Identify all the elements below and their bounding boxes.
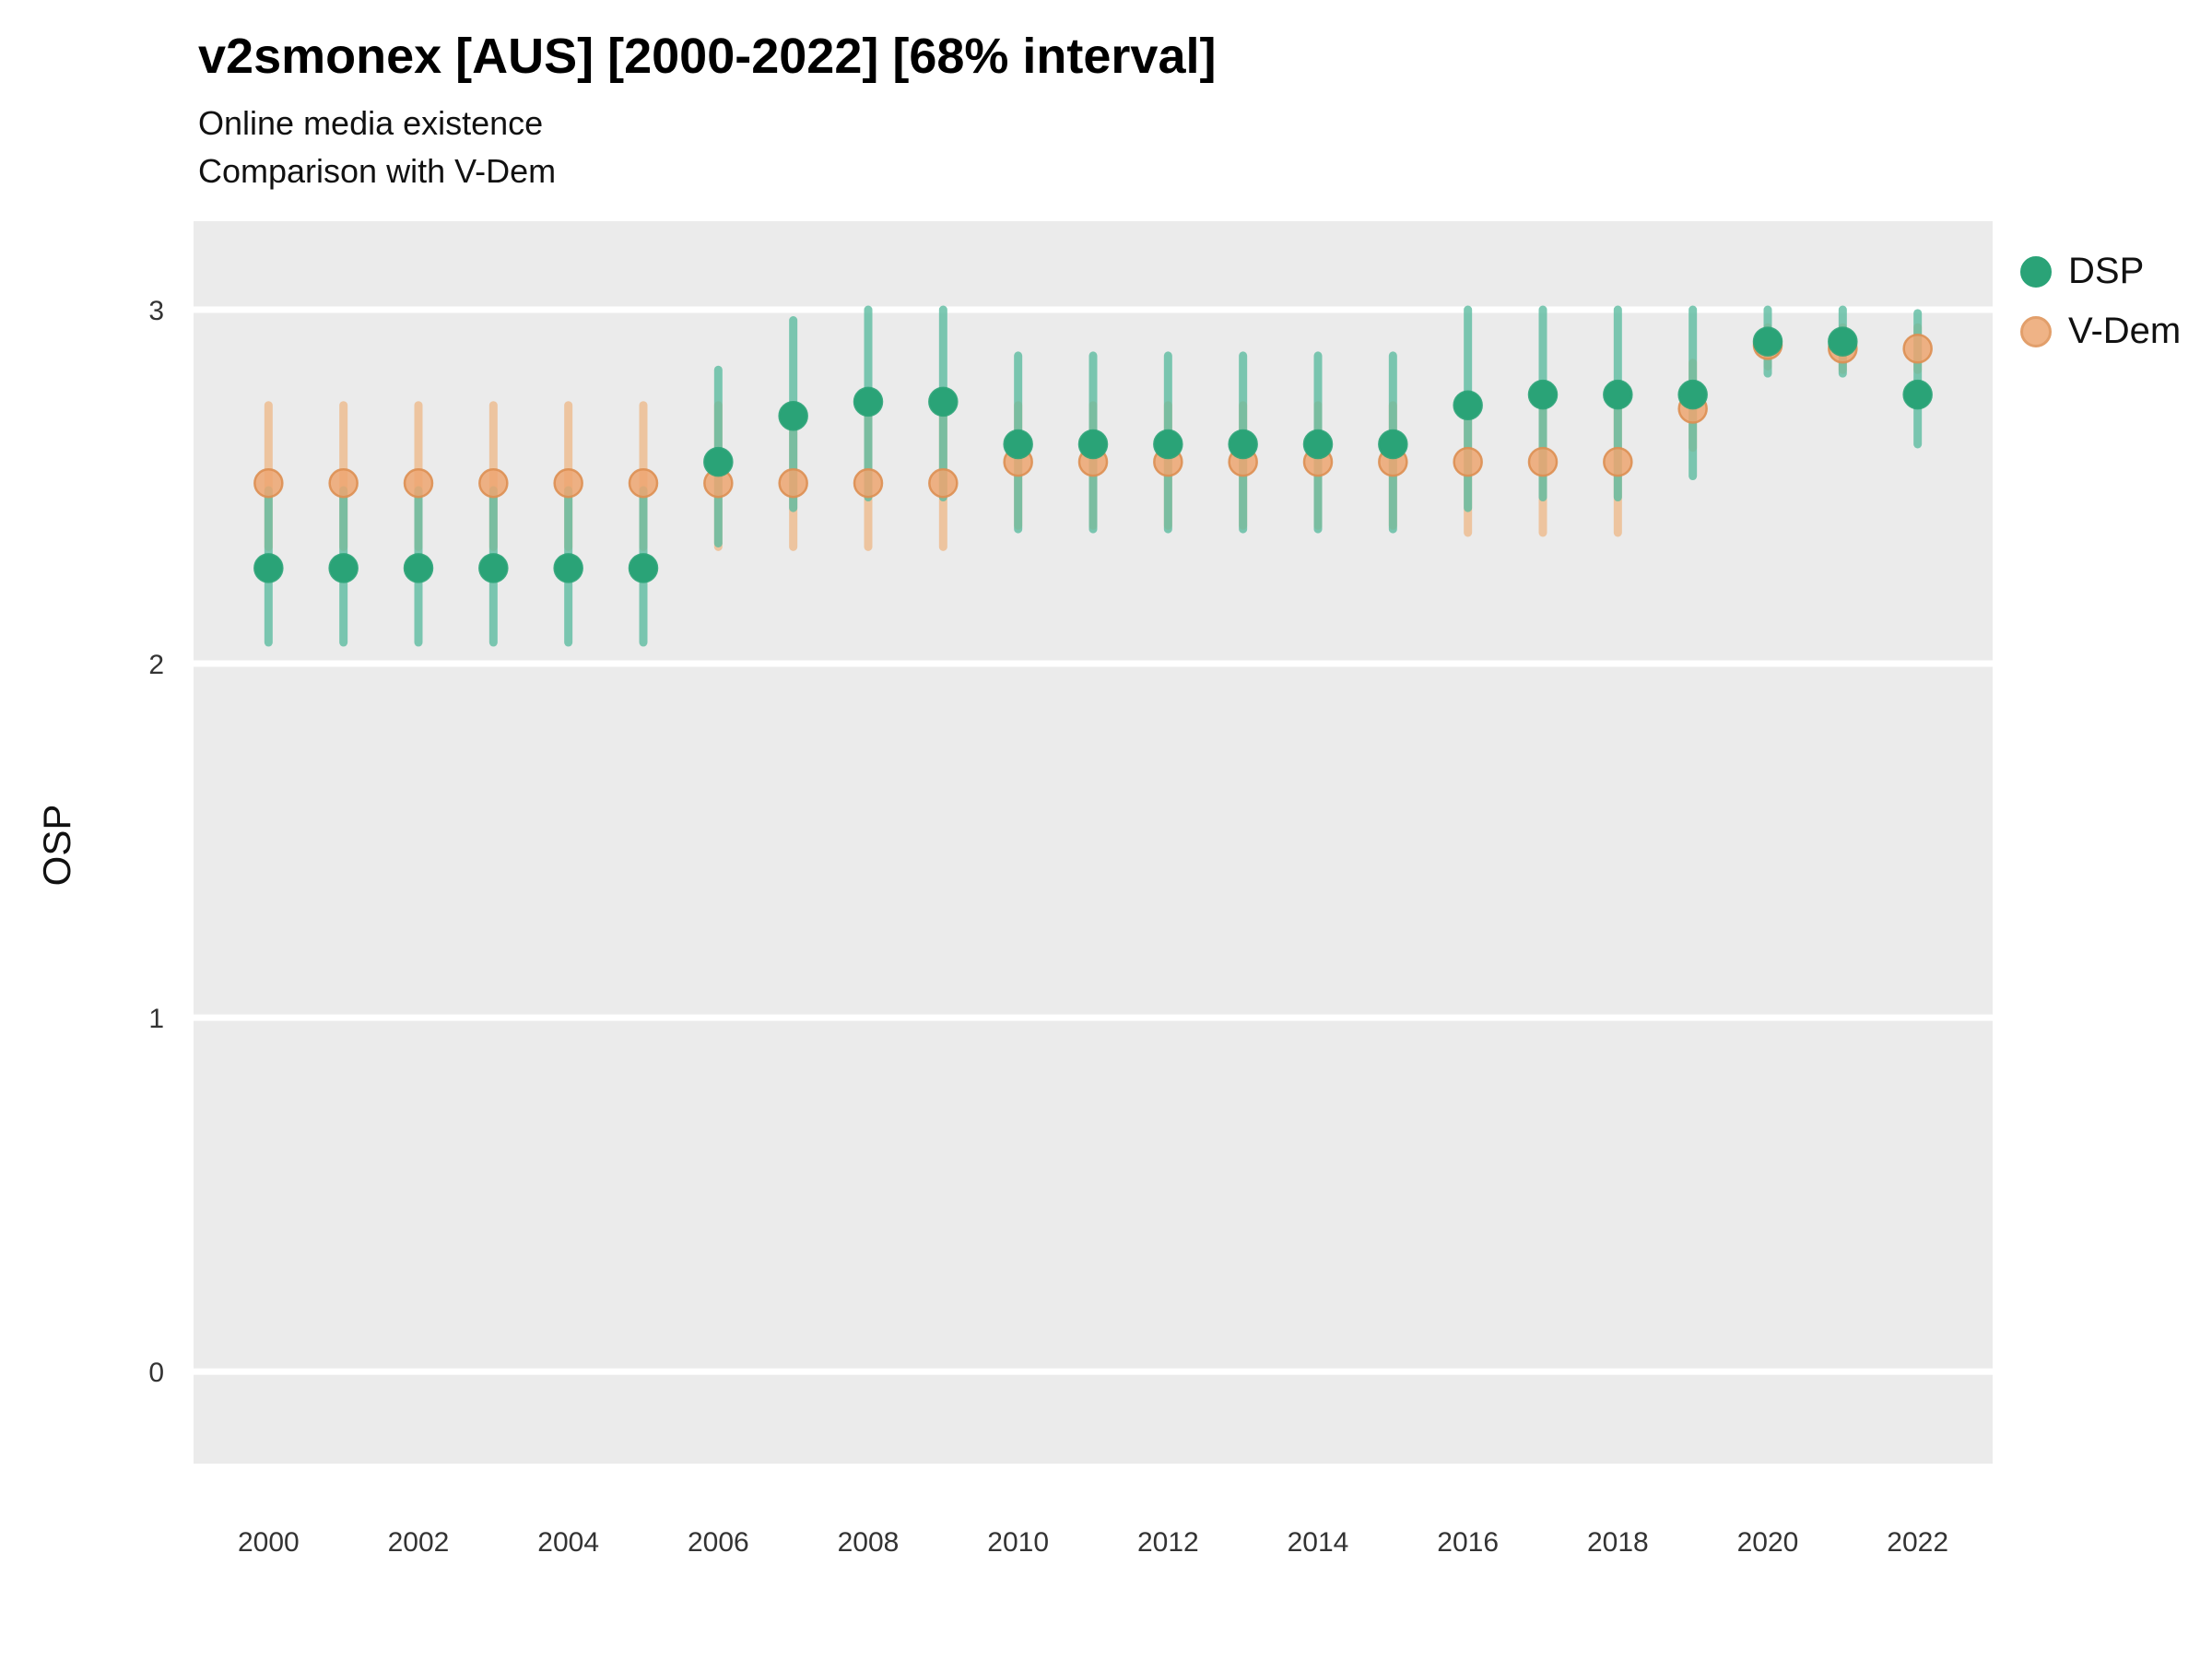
legend-dot-vdem-icon — [2020, 315, 2052, 347]
chart-subtitle-line2: Comparison with V-Dem — [198, 152, 557, 191]
x-tick-label: 2012 — [1137, 1527, 1199, 1558]
point-dsp — [1228, 429, 1258, 460]
point-dsp — [1828, 326, 1858, 357]
point-dsp — [328, 553, 359, 583]
x-tick-label: 2014 — [1288, 1527, 1349, 1558]
point-v-dem — [1453, 446, 1483, 477]
point-v-dem — [778, 467, 808, 499]
point-v-dem — [928, 467, 959, 499]
y-tick-label: 2 — [148, 650, 164, 680]
point-dsp — [1752, 326, 1783, 357]
legend-item-dsp: DSP — [2020, 251, 2181, 292]
legend-item-vdem: V-Dem — [2020, 311, 2181, 352]
point-dsp — [478, 553, 509, 583]
point-v-dem — [1527, 446, 1559, 477]
point-v-dem — [1902, 334, 1933, 364]
point-dsp — [1378, 429, 1408, 460]
x-tick-label: 2006 — [688, 1527, 749, 1558]
point-dsp — [778, 400, 808, 431]
x-tick-label: 2022 — [1887, 1527, 1948, 1558]
legend: DSP V-Dem — [2020, 251, 2181, 352]
x-tick-label: 2002 — [388, 1527, 450, 1558]
point-v-dem — [553, 467, 583, 499]
point-dsp — [1527, 379, 1559, 410]
point-dsp — [628, 553, 659, 583]
point-dsp — [853, 386, 884, 418]
point-v-dem — [853, 467, 884, 499]
chart-title: v2smonex [AUS] [2000-2022] [68% interval… — [198, 29, 1217, 84]
point-v-dem — [328, 467, 359, 499]
point-v-dem — [478, 467, 509, 499]
y-tick-label: 1 — [148, 1004, 164, 1034]
point-dsp — [1077, 429, 1109, 460]
point-v-dem — [253, 467, 284, 499]
chart-subtitle-line1: Online media existence — [198, 104, 544, 143]
x-tick-label: 2008 — [838, 1527, 900, 1558]
legend-label-dsp: DSP — [2068, 251, 2145, 291]
chart-header: v2smonex [AUS] [2000-2022] [68% interval… — [198, 28, 1216, 195]
x-tick-label: 2010 — [987, 1527, 1049, 1558]
x-tick-label: 2018 — [1587, 1527, 1649, 1558]
point-dsp — [403, 553, 434, 583]
point-dsp — [1153, 429, 1183, 460]
y-tick-label: 0 — [148, 1358, 164, 1388]
point-dsp — [928, 386, 959, 418]
x-tick-label: 2016 — [1437, 1527, 1499, 1558]
point-v-dem — [403, 467, 434, 499]
legend-dot-dsp-icon — [2020, 255, 2052, 288]
point-v-dem — [1603, 446, 1633, 477]
point-dsp — [1677, 379, 1708, 410]
point-dsp — [1902, 379, 1933, 410]
point-dsp — [1003, 429, 1033, 460]
point-dsp — [1453, 390, 1483, 420]
x-tick-label: 2004 — [537, 1527, 599, 1558]
point-dsp — [703, 446, 734, 477]
x-tick-label: 2020 — [1737, 1527, 1799, 1558]
point-dsp — [253, 553, 284, 583]
point-dsp — [553, 553, 583, 583]
point-dsp — [1603, 379, 1633, 410]
point-v-dem — [628, 467, 659, 499]
point-dsp — [1302, 429, 1334, 460]
legend-label-vdem: V-Dem — [2068, 311, 2182, 351]
x-tick-label: 2000 — [238, 1527, 300, 1558]
y-tick-label: 3 — [148, 296, 164, 326]
